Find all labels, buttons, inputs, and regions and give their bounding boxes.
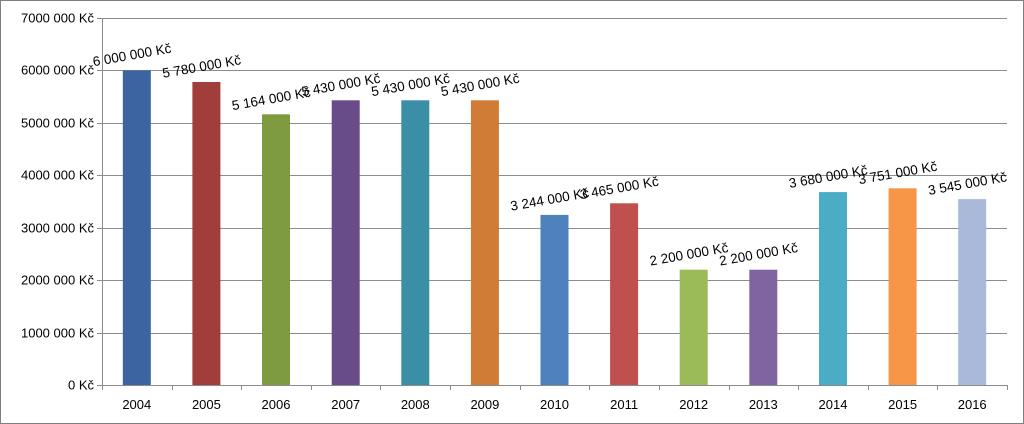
x-category-label: 2014	[819, 397, 848, 412]
data-label: 5 430 000 Kč	[440, 71, 521, 100]
bar	[122, 70, 151, 386]
bar	[888, 188, 917, 385]
bar	[401, 100, 430, 386]
x-category-label: 2006	[262, 397, 291, 412]
data-label: 5 780 000 Kč	[161, 52, 242, 81]
bar	[192, 82, 221, 385]
bars	[122, 70, 987, 386]
bar	[540, 214, 569, 385]
x-category-label: 2012	[679, 397, 708, 412]
y-tick-label: 4000 000 Kč	[21, 168, 95, 183]
x-category-label: 2010	[540, 397, 569, 412]
x-category-label: 2005	[192, 397, 221, 412]
bar	[819, 192, 847, 385]
data-label: 3 465 000 Kč	[579, 174, 660, 203]
x-category-label: 2004	[122, 397, 151, 412]
x-category-label: 2007	[331, 397, 360, 412]
x-category-label: 2013	[749, 397, 778, 412]
bar	[749, 269, 778, 385]
x-category-label: 2009	[470, 397, 499, 412]
x-category-label: 2015	[888, 397, 917, 412]
data-label: 3 680 000 Kč	[788, 162, 869, 191]
bar	[262, 114, 290, 386]
y-tick-label: 1000 000 Kč	[21, 326, 95, 341]
axes: 0 Kč 1000 000 Kč 2000 000 Kč 3000 000 Kč 400…	[21, 11, 1008, 393]
bar	[958, 199, 987, 385]
x-category-label: 2008	[401, 397, 430, 412]
x-category-label: 2011	[610, 397, 638, 412]
y-tick-label: 6000 000 Kč	[21, 63, 95, 78]
y-tick-label: 2000 000 Kč	[21, 273, 95, 288]
bar	[679, 269, 708, 385]
y-tick-label: 0 Kč	[68, 378, 95, 393]
x-category-label: 2016	[958, 397, 987, 412]
data-label: 5 164 000 Kč	[231, 85, 312, 114]
data-label: 3 545 000 Kč	[927, 169, 1008, 198]
data-label: 2 200 000 Kč	[718, 240, 799, 269]
bar	[331, 100, 360, 386]
bar	[610, 203, 639, 385]
bar	[470, 100, 499, 386]
data-label: 6 000 000 Kč	[92, 41, 173, 70]
y-tick-label: 3000 000 Kč	[21, 221, 95, 236]
y-tick-label: 5000 000 Kč	[21, 116, 95, 131]
y-tick-label: 7000 000 Kč	[21, 11, 95, 26]
